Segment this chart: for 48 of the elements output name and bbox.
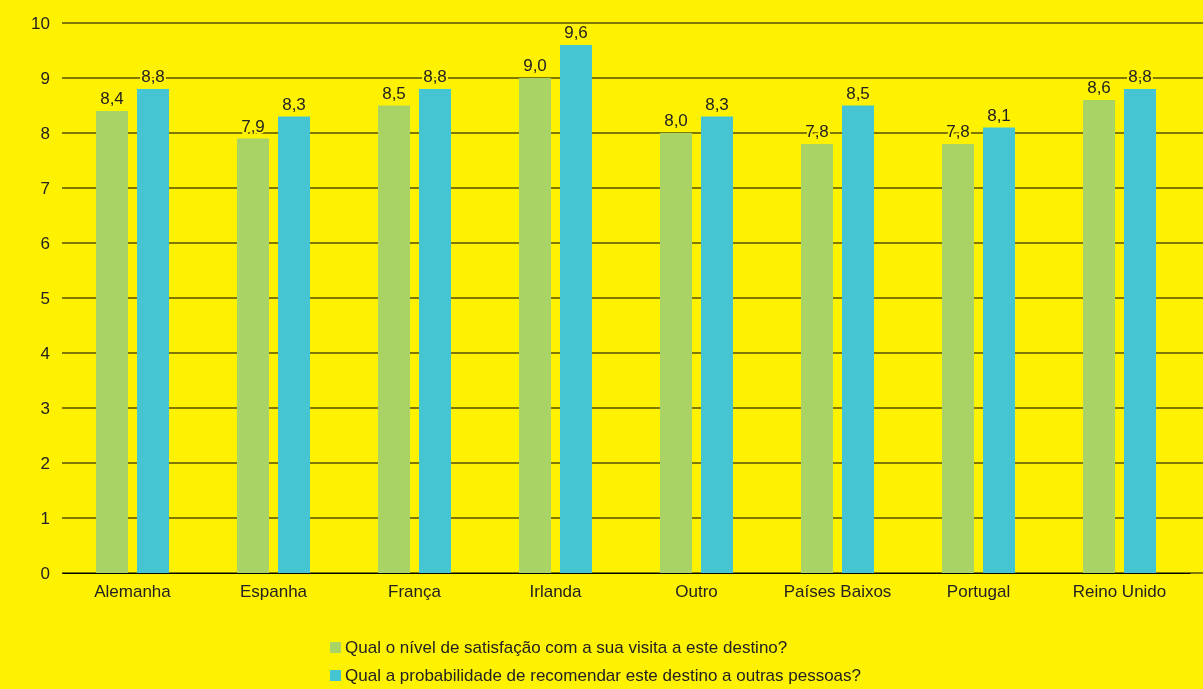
data-label: 9,0 xyxy=(523,56,547,75)
x-tick-label: Espanha xyxy=(239,582,308,602)
y-tick-label: 6 xyxy=(40,233,50,253)
bar xyxy=(1124,89,1156,573)
data-label: 7,9 xyxy=(241,116,265,136)
data-label: 9,6 xyxy=(564,23,588,42)
x-tick-label: Outro xyxy=(675,582,718,602)
bar xyxy=(519,78,551,573)
data-label: 8,3 xyxy=(282,94,306,114)
y-tick-label: 3 xyxy=(40,398,50,418)
data-label: 8,0 xyxy=(664,111,688,130)
bar xyxy=(701,116,733,573)
y-tick-label: 8 xyxy=(40,123,50,143)
x-tick-label: Irlanda xyxy=(529,582,583,602)
data-label: 8,4 xyxy=(100,89,124,108)
bar xyxy=(378,105,410,573)
y-tick-label: 7 xyxy=(40,178,50,198)
bar xyxy=(942,144,974,573)
x-tick-label: França xyxy=(388,582,442,602)
y-tick-label: 1 xyxy=(40,508,50,528)
bar xyxy=(660,133,692,573)
x-tick-label: Países Baixos xyxy=(783,582,892,602)
x-tick-label: Portugal xyxy=(946,582,1011,602)
y-tick-label: 2 xyxy=(40,453,50,473)
legend-label: Qual a probabilidade de recomendar este destino a outras pessoas? xyxy=(345,666,862,685)
legend-label: Qual o nível de satisfação com a sua visita a este destino? xyxy=(345,638,788,657)
bar xyxy=(419,89,451,573)
data-label: 8,1 xyxy=(987,105,1011,125)
data-label: 8,6 xyxy=(1087,78,1111,97)
bar xyxy=(278,116,310,573)
x-tick-label: Reino Unido xyxy=(1072,582,1167,602)
y-tick-label: 10 xyxy=(31,13,50,33)
x-tick-label: Alemanha xyxy=(94,582,172,602)
bar xyxy=(1083,100,1115,573)
bar xyxy=(96,111,128,573)
data-label: 8,5 xyxy=(846,83,870,103)
bar xyxy=(560,45,592,573)
y-tick-label: 5 xyxy=(40,288,50,308)
bar xyxy=(137,89,169,573)
data-label: 8,3 xyxy=(705,94,729,114)
y-tick-label: 4 xyxy=(40,343,50,363)
bar xyxy=(237,138,269,573)
bar xyxy=(983,127,1015,573)
bar xyxy=(801,144,833,573)
y-tick-label: 9 xyxy=(40,68,50,88)
bar xyxy=(842,105,874,573)
y-tick-label: 0 xyxy=(40,563,50,583)
data-label: 8,5 xyxy=(382,83,406,103)
